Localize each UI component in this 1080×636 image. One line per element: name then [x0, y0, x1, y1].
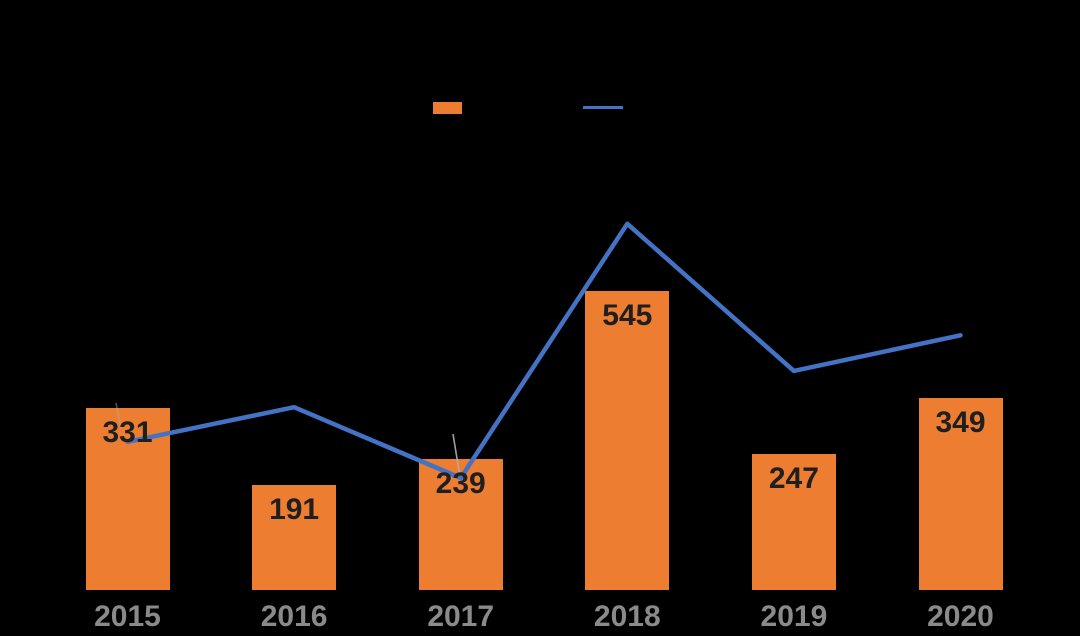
bar-data-label: 247: [768, 462, 819, 496]
bar-2017: [418, 458, 503, 590]
x-axis-label-2019: 2019: [760, 600, 828, 633]
x-axis-label-2015: 2015: [94, 600, 161, 633]
x-axis-label-2020: 2020: [927, 600, 994, 633]
bar-data-label: 191: [269, 493, 320, 527]
bar-data-label: 239: [435, 466, 486, 500]
legend-bar-swatch-icon: [433, 102, 462, 114]
x-axis-label-2016: 2016: [260, 600, 328, 633]
bar-data-label: 545: [602, 298, 653, 332]
bar-2016: [252, 485, 337, 590]
x-axis-label-2017: 2017: [427, 600, 495, 633]
bar-data-label: 331: [102, 416, 153, 450]
x-axis-label-2018: 2018: [593, 600, 661, 633]
legend-line-swatch-icon: [583, 106, 623, 109]
bar-data-label: 349: [935, 406, 986, 440]
